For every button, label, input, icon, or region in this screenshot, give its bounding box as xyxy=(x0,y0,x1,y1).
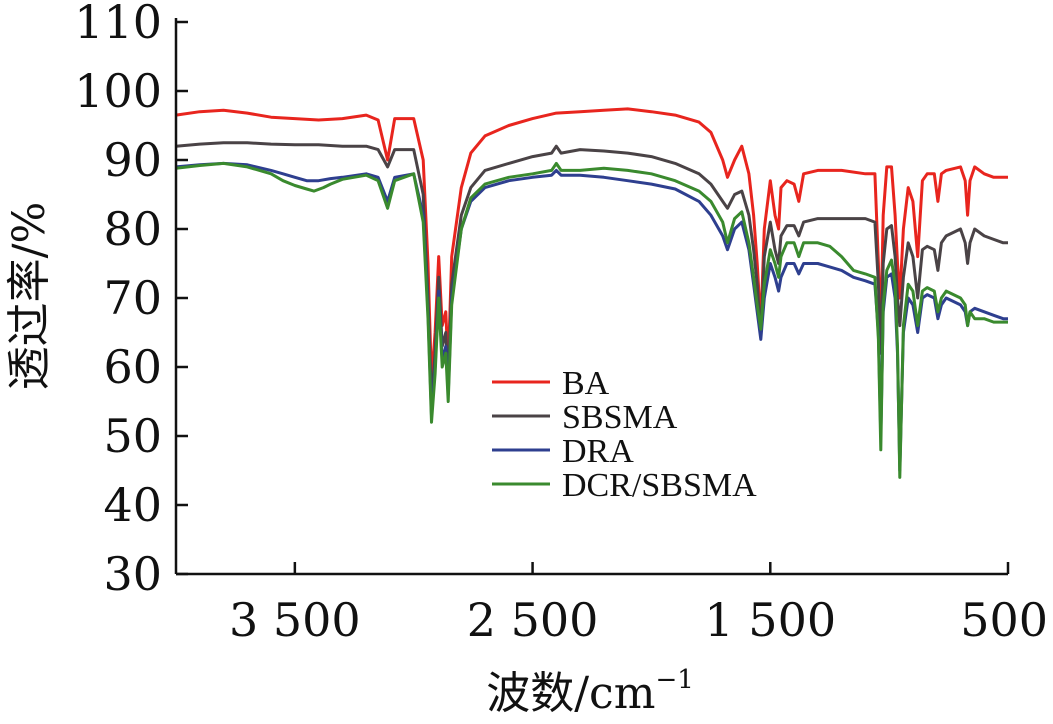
y-tick-label: 60 xyxy=(103,340,162,394)
x-axis-title: 波数/cm−1 xyxy=(486,665,694,719)
x-tick-label: 500 xyxy=(960,593,1048,647)
legend-label: DCR/SBSMA xyxy=(562,467,757,504)
y-axis-title: 透过率/% xyxy=(4,202,55,391)
y-tick-label: 90 xyxy=(103,133,162,187)
x-tick-label: 3 500 xyxy=(229,593,361,647)
series-line-dcr-sbsma xyxy=(175,161,1008,479)
x-ticks: 3 500 2 500 1 500 500 xyxy=(229,562,1048,647)
x-axis-title-main: 波数/cm xyxy=(486,668,655,719)
y-tick-label: 30 xyxy=(103,547,162,601)
legend-label: DRA xyxy=(562,433,634,470)
legend-label: BA xyxy=(562,365,610,402)
y-tick-label: 50 xyxy=(103,409,162,463)
x-axis-title-superscript: −1 xyxy=(655,665,693,695)
legend-label: SBSMA xyxy=(562,399,678,436)
y-tick-label: 80 xyxy=(103,202,162,256)
axes xyxy=(174,18,1008,576)
series-lines xyxy=(175,107,1008,479)
y-tick-label: 100 xyxy=(74,64,162,118)
series-line-ba xyxy=(175,107,1008,383)
y-tick-label: 40 xyxy=(103,478,162,532)
y-tick-label: 70 xyxy=(103,271,162,325)
x-tick-label: 1 500 xyxy=(704,593,836,647)
x-tick-label: 2 500 xyxy=(467,593,599,647)
y-tick-label: 110 xyxy=(74,0,162,49)
y-ticks: 30 40 50 60 70 80 90 100 110 xyxy=(74,0,188,601)
